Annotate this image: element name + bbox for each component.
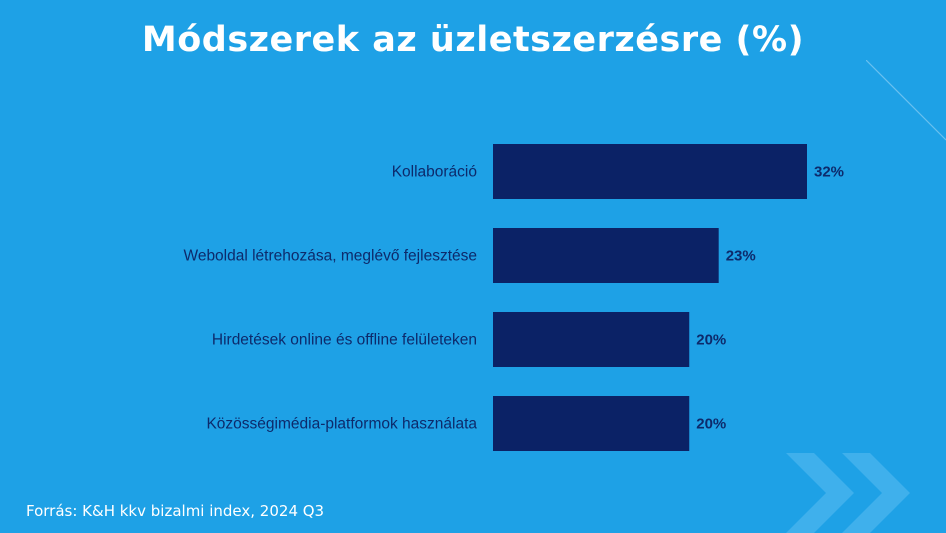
category-label-2: Weboldal létrehozása, meglévő fejlesztés…	[183, 248, 477, 265]
bar-1	[493, 144, 807, 199]
value-label-2: 23%	[726, 248, 756, 265]
category-label-1: Kollaboráció	[392, 164, 477, 181]
decorative-line	[866, 60, 946, 141]
value-label-4: 20%	[696, 416, 726, 433]
category-label-4: Közösségimédia-platformok használata	[206, 416, 477, 433]
bar-4	[493, 396, 690, 451]
category-label-3: Hirdetések online és offline felületeken	[212, 332, 477, 349]
chart-title: Módszerek az üzletszerzésre (%)	[141, 20, 805, 60]
value-label-1: 32%	[814, 164, 844, 181]
value-label-3: 20%	[696, 332, 726, 349]
source-note: Forrás: K&H kkv bizalmi index, 2024 Q3	[26, 502, 325, 520]
chevron-decoration-icon	[786, 453, 910, 533]
bar-2	[493, 228, 719, 283]
bar-3	[493, 312, 690, 367]
